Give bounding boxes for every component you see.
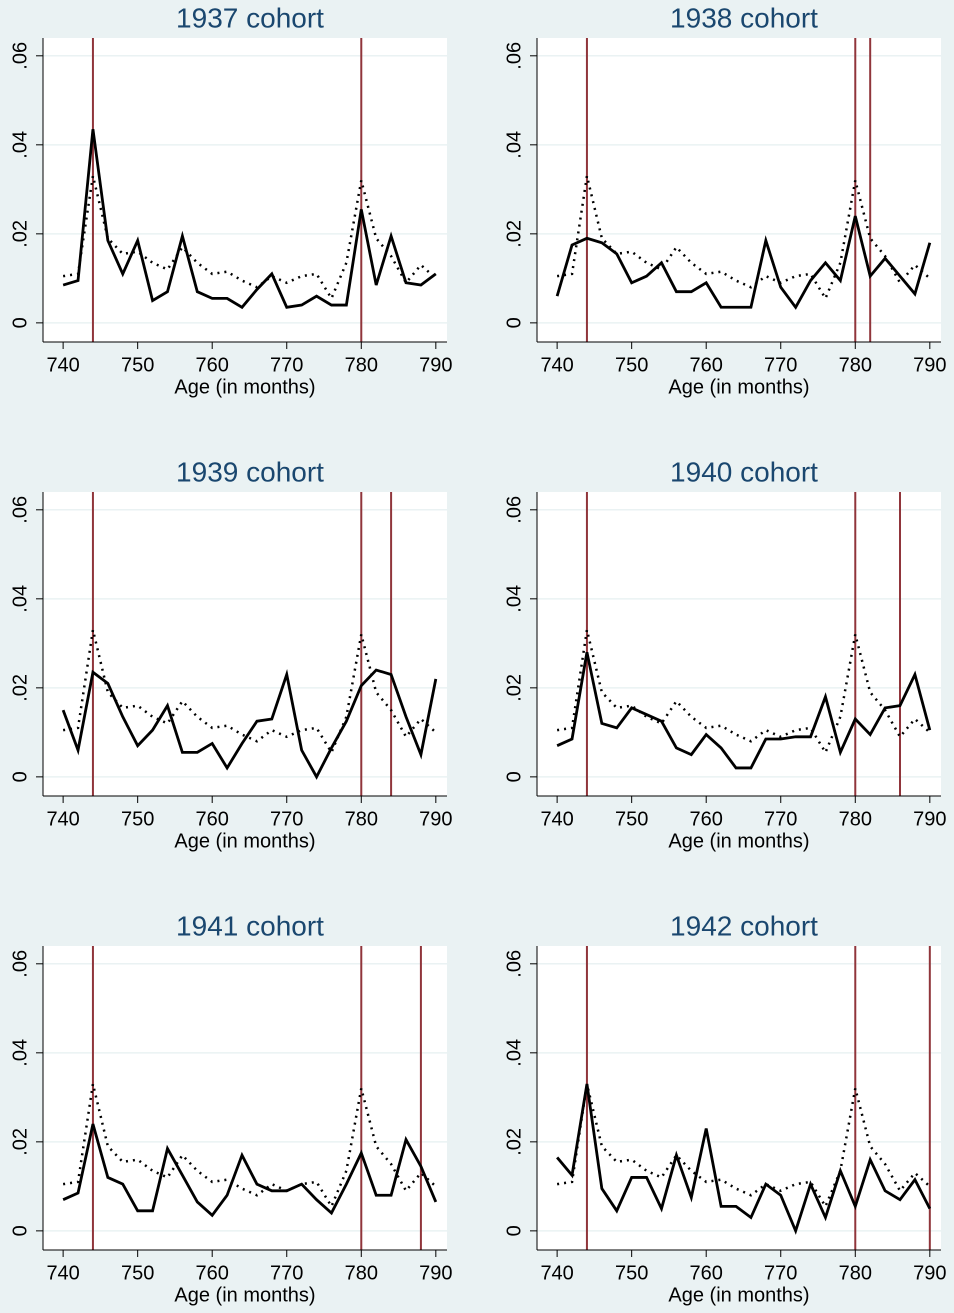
x-tick-label: 760 — [196, 1262, 229, 1284]
series-line — [556, 629, 931, 756]
y-tick-label: 0 — [9, 317, 31, 328]
plot-area — [43, 38, 447, 342]
y-tick-label: 0 — [9, 771, 31, 782]
plot-area — [43, 946, 447, 1250]
x-tick-label: 750 — [615, 1262, 648, 1284]
y-tick-label: .06 — [503, 496, 525, 524]
x-tick-label: 790 — [419, 354, 452, 376]
plot-area — [537, 492, 941, 796]
x-tick-label: 790 — [913, 1262, 946, 1284]
chart-title: 1940 cohort — [670, 456, 818, 487]
x-tick-label: 780 — [345, 354, 378, 376]
y-tick-label: .06 — [503, 950, 525, 978]
y-tick-label: 0 — [503, 317, 525, 328]
y-tick-label: .02 — [9, 674, 31, 702]
y-tick-label: .02 — [503, 1128, 525, 1156]
chart-title: 1942 cohort — [670, 910, 818, 941]
x-tick-label: 780 — [345, 808, 378, 830]
y-tick-label: .04 — [503, 585, 525, 613]
y-tick-label: .04 — [9, 131, 31, 159]
x-tick-label: 750 — [121, 808, 154, 830]
x-tick-label: 780 — [345, 1262, 378, 1284]
series-line — [62, 175, 437, 302]
series-line — [555, 215, 932, 310]
x-tick-label: 740 — [46, 354, 79, 376]
y-tick-label: 0 — [9, 1225, 31, 1236]
y-tick-label: .02 — [503, 674, 525, 702]
x-axis-label: Age (in months) — [174, 1284, 315, 1306]
x-tick-label: 780 — [839, 354, 872, 376]
panel: 1942 cohort 0 .02 .04 .06 740 750 760 770 780 790 A… — [503, 910, 946, 1306]
x-tick-label: 770 — [270, 1262, 303, 1284]
x-tick-label: 770 — [270, 808, 303, 830]
x-tick-label: 740 — [46, 1262, 79, 1284]
x-tick-label: 770 — [764, 354, 797, 376]
x-tick-label: 750 — [121, 1262, 154, 1284]
x-tick-label: 750 — [615, 808, 648, 830]
x-tick-label: 740 — [540, 1262, 573, 1284]
x-tick-label: 780 — [839, 1262, 872, 1284]
x-tick-label: 770 — [270, 354, 303, 376]
y-tick-label: .06 — [9, 496, 31, 524]
y-tick-label: .04 — [9, 1039, 31, 1067]
plot-area — [537, 38, 941, 342]
plot-area — [537, 946, 941, 1250]
y-tick-label: .02 — [503, 220, 525, 248]
series-line — [556, 1083, 931, 1210]
x-axis-label: Age (in months) — [174, 376, 315, 398]
x-tick-label: 760 — [196, 808, 229, 830]
x-tick-label: 770 — [764, 808, 797, 830]
plot-area — [43, 492, 447, 796]
x-tick-label: 760 — [690, 1262, 723, 1284]
panel: 1940 cohort 0 .02 .04 .06 740 750 760 770 780 790 A… — [503, 456, 946, 852]
series-line — [556, 175, 931, 302]
x-tick-label: 740 — [540, 808, 573, 830]
x-tick-label: 760 — [690, 808, 723, 830]
x-tick-label: 760 — [690, 354, 723, 376]
series-line — [61, 668, 438, 780]
y-tick-label: .02 — [9, 1128, 31, 1156]
chart-title: 1938 cohort — [670, 2, 818, 33]
panel: 1938 cohort 0 .02 .04 .06 740 750 760 770 780 790 A… — [503, 2, 946, 398]
series-line — [62, 1123, 438, 1218]
x-axis-label: Age (in months) — [668, 830, 809, 852]
y-tick-label: .04 — [9, 585, 31, 613]
y-tick-label: .06 — [9, 950, 31, 978]
panel: 1939 cohort 0 .02 .04 .06 740 750 760 770 780 790 A… — [9, 456, 452, 852]
series-line — [62, 1083, 437, 1210]
x-tick-label: 750 — [615, 354, 648, 376]
panel: 1941 cohort 0 .02 .04 .06 740 750 760 770 780 790 A… — [9, 910, 452, 1306]
panel: 1937 cohort 0 .02 .04 .06 740 750 760 770 780 790 A… — [9, 2, 452, 398]
x-tick-label: 790 — [419, 808, 452, 830]
chart-title: 1937 cohort — [176, 2, 324, 33]
x-axis-label: Age (in months) — [174, 830, 315, 852]
y-tick-label: .04 — [503, 1039, 525, 1067]
x-tick-label: 790 — [913, 808, 946, 830]
y-tick-label: 0 — [503, 1225, 525, 1236]
x-tick-label: 790 — [913, 354, 946, 376]
y-tick-label: 0 — [503, 771, 525, 782]
y-tick-label: .04 — [503, 131, 525, 159]
x-tick-label: 750 — [121, 354, 154, 376]
series-line — [62, 629, 437, 756]
y-tick-label: .02 — [9, 220, 31, 248]
x-axis-label: Age (in months) — [668, 1284, 809, 1306]
x-tick-label: 780 — [839, 808, 872, 830]
x-tick-label: 770 — [764, 1262, 797, 1284]
x-tick-label: 740 — [540, 354, 573, 376]
x-axis-label: Age (in months) — [668, 376, 809, 398]
chart-title: 1939 cohort — [176, 456, 324, 487]
series-line — [62, 129, 437, 310]
x-tick-label: 760 — [196, 354, 229, 376]
x-tick-label: 740 — [46, 808, 79, 830]
y-tick-label: .06 — [9, 42, 31, 70]
y-tick-label: .06 — [503, 42, 525, 70]
chart-title: 1941 cohort — [176, 910, 324, 941]
series-line — [556, 651, 932, 770]
series-line — [556, 1083, 932, 1235]
x-tick-label: 790 — [419, 1262, 452, 1284]
